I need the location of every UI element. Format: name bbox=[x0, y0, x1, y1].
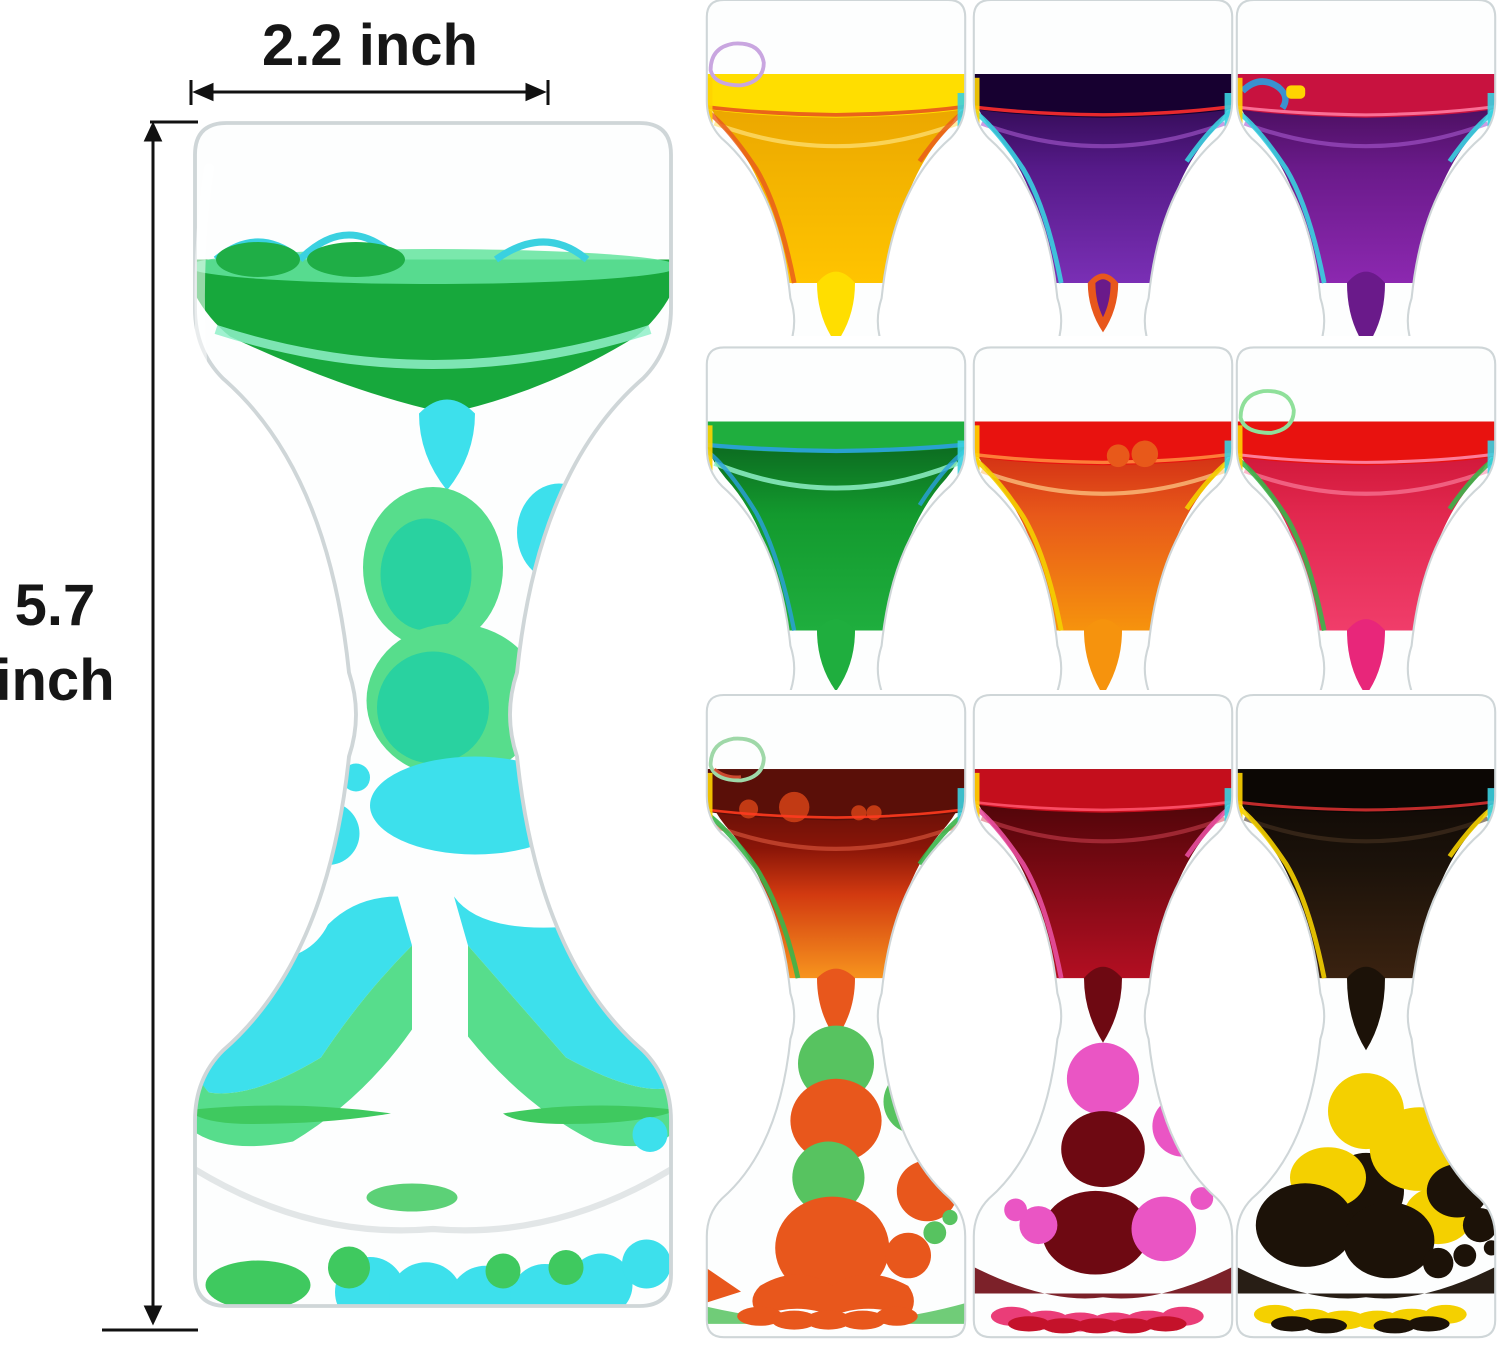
svg-text:inch: inch bbox=[0, 648, 115, 713]
svg-text:5.7: 5.7 bbox=[15, 573, 96, 638]
svg-text:2.2 inch: 2.2 inch bbox=[262, 13, 478, 78]
